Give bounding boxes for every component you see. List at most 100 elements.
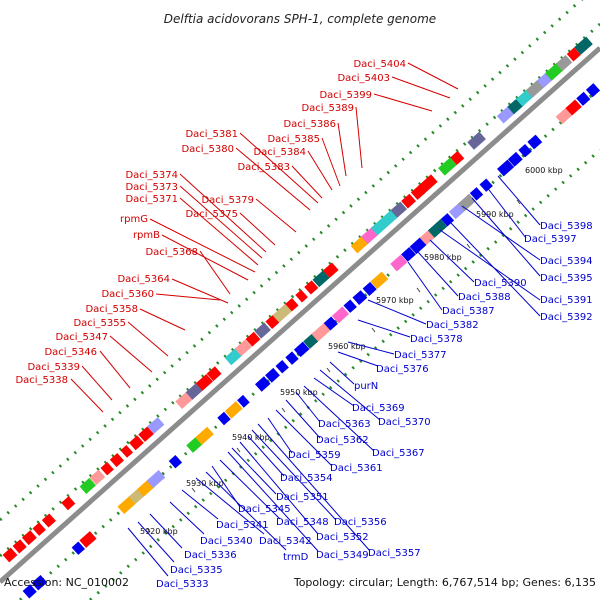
tick-mark (326, 367, 331, 373)
gene-label-rpmb[interactable]: rpmB (133, 230, 160, 241)
leader-daci-5335 (137, 521, 175, 563)
gene-label-daci-5384[interactable]: Daci_5384 (253, 147, 306, 158)
leader-daci-5383 (291, 165, 323, 199)
forward-gene-block (574, 36, 593, 55)
tick-mark (281, 407, 286, 413)
gene-label-daci-5385[interactable]: Daci_5385 (267, 134, 320, 145)
gene-label-daci-5378[interactable]: Daci_5378 (410, 334, 463, 345)
gene-label-daci-5379[interactable]: Daci_5379 (201, 195, 254, 206)
gene-label-daci-5335[interactable]: Daci_5335 (170, 565, 223, 576)
leader-daci-5357 (257, 423, 371, 552)
gene-label-daci-5370[interactable]: Daci_5370 (378, 417, 431, 428)
gene-label-daci-5364[interactable]: Daci_5364 (117, 274, 170, 285)
gene-label-daci-5354[interactable]: Daci_5354 (280, 473, 333, 484)
gene-label-daci-5368[interactable]: Daci_5368 (145, 247, 198, 258)
gene-label-daci-5345[interactable]: Daci_5345 (238, 504, 291, 515)
gene-label-daci-5399[interactable]: Daci_5399 (319, 90, 372, 101)
gene-label-daci-5375[interactable]: Daci_5375 (185, 209, 238, 220)
forward-gene-block (245, 331, 261, 347)
forward-gene-block (322, 262, 339, 278)
gene-label-daci-5403[interactable]: Daci_5403 (337, 73, 390, 84)
gene-label-daci-5342[interactable]: Daci_5342 (259, 536, 312, 547)
gene-label-daci-5360[interactable]: Daci_5360 (101, 289, 154, 300)
gene-label-daci-5398[interactable]: Daci_5398 (540, 221, 593, 232)
forward-gene-block (450, 150, 465, 165)
reverse-gene-track (22, 83, 600, 599)
leader-daci-5381 (239, 132, 319, 204)
forward-gene-block (21, 530, 37, 546)
gene-label-rpmg[interactable]: rpmG (120, 214, 148, 225)
gene-label-daci-5392[interactable]: Daci_5392 (540, 312, 593, 323)
tick-mark (516, 199, 521, 205)
leader-daci-5362 (285, 399, 321, 439)
forward-gene-block (525, 80, 544, 98)
gene-label-daci-5361[interactable]: Daci_5361 (330, 463, 383, 474)
leader-daci-5361 (275, 409, 333, 467)
leader-daci-5370 (319, 369, 381, 421)
gene-label-daci-5397[interactable]: Daci_5397 (524, 234, 577, 245)
reverse-gene-block (497, 159, 515, 177)
gene-label-daci-5381[interactable]: Daci_5381 (185, 129, 238, 140)
reverse-gene-labels: Daci_5333 Daci_5335 Daci_5336 Daci_5340 … (156, 221, 593, 590)
gene-label-daci-5380[interactable]: Daci_5380 (181, 144, 234, 155)
leader-rpmb (161, 234, 249, 281)
reverse-gene-block (401, 247, 416, 262)
gene-label-daci-5377[interactable]: Daci_5377 (394, 350, 447, 361)
gene-label-daci-5362[interactable]: Daci_5362 (316, 435, 369, 446)
gene-label-daci-5340[interactable]: Daci_5340 (200, 536, 253, 547)
forward-gene-block (128, 435, 144, 451)
gene-label-daci-5358[interactable]: Daci_5358 (85, 304, 138, 315)
forward-gene-block (2, 547, 18, 563)
leader-daci-5377 (347, 341, 395, 355)
outer-dotted-line (0, 0, 584, 522)
gene-label-daci-5359[interactable]: Daci_5359 (288, 450, 341, 461)
gene-label-daci-5351[interactable]: Daci_5351 (276, 492, 329, 503)
gene-label-daci-5347[interactable]: Daci_5347 (55, 332, 108, 343)
gene-label-daci-5371[interactable]: Daci_5371 (125, 194, 178, 205)
gene-label-daci-5339[interactable]: Daci_5339 (27, 362, 80, 373)
gene-label-daci-5395[interactable]: Daci_5395 (540, 273, 593, 284)
gene-label-daci-5357[interactable]: Daci_5357 (368, 548, 421, 559)
reverse-gene-block (576, 91, 591, 106)
reverse-gene-block (275, 359, 289, 374)
reverse-gene-block (352, 290, 368, 305)
gene-label-daci-5346[interactable]: Daci_5346 (44, 347, 97, 358)
gene-label-daci-5356[interactable]: Daci_5356 (334, 517, 387, 528)
map-title: Delftia acidovorans SPH-1, complete geno… (164, 12, 436, 26)
tick-label: 5980 kbp (424, 253, 462, 262)
gene-label-daci-5386[interactable]: Daci_5386 (283, 119, 336, 130)
gene-label-daci-5369[interactable]: Daci_5369 (352, 403, 405, 414)
gene-label-daci-5348[interactable]: Daci_5348 (276, 517, 329, 528)
gene-label-daci-5404[interactable]: Daci_5404 (353, 59, 406, 70)
leader-daci-5360 (155, 293, 221, 301)
gene-label-daci-5333[interactable]: Daci_5333 (156, 579, 209, 590)
forward-gene-block (41, 513, 56, 528)
gene-label-daci-5336[interactable]: Daci_5336 (184, 550, 237, 561)
gene-label-daci-5382[interactable]: Daci_5382 (426, 320, 479, 331)
leader-daci-5403 (391, 76, 451, 99)
gene-label-purn[interactable]: purN (354, 381, 378, 392)
gene-label-daci-5352[interactable]: Daci_5352 (316, 532, 369, 543)
gene-label-daci-5349[interactable]: Daci_5349 (316, 550, 369, 561)
gene-label-daci-5367[interactable]: Daci_5367 (372, 448, 425, 459)
gene-label-daci-5391[interactable]: Daci_5391 (540, 295, 593, 306)
forward-gene-block (138, 426, 154, 442)
forward-gene-block (195, 374, 213, 391)
gene-label-daci-5374[interactable]: Daci_5374 (125, 170, 178, 181)
gene-label-daci-5387[interactable]: Daci_5387 (442, 306, 495, 317)
gene-label-daci-5341[interactable]: Daci_5341 (216, 520, 269, 531)
gene-label-daci-5373[interactable]: Daci_5373 (125, 182, 178, 193)
reverse-gene-block (331, 306, 350, 324)
gene-label-daci-5390[interactable]: Daci_5390 (474, 278, 527, 289)
reverse-gene-block (427, 219, 448, 238)
gene-label-daci-5376[interactable]: Daci_5376 (376, 364, 429, 375)
gene-label-daci-5338[interactable]: Daci_5338 (15, 375, 68, 386)
gene-label-daci-5363[interactable]: Daci_5363 (318, 419, 371, 430)
gene-label-daci-5394[interactable]: Daci_5394 (540, 256, 593, 267)
leader-daci-5368 (199, 250, 231, 295)
gene-label-daci-5388[interactable]: Daci_5388 (458, 292, 511, 303)
gene-label-daci-5383[interactable]: Daci_5383 (237, 162, 290, 173)
gene-label-daci-5389[interactable]: Daci_5389 (301, 103, 354, 114)
gene-label-trmd[interactable]: trmD (283, 552, 309, 563)
gene-label-daci-5355[interactable]: Daci_5355 (73, 318, 126, 329)
